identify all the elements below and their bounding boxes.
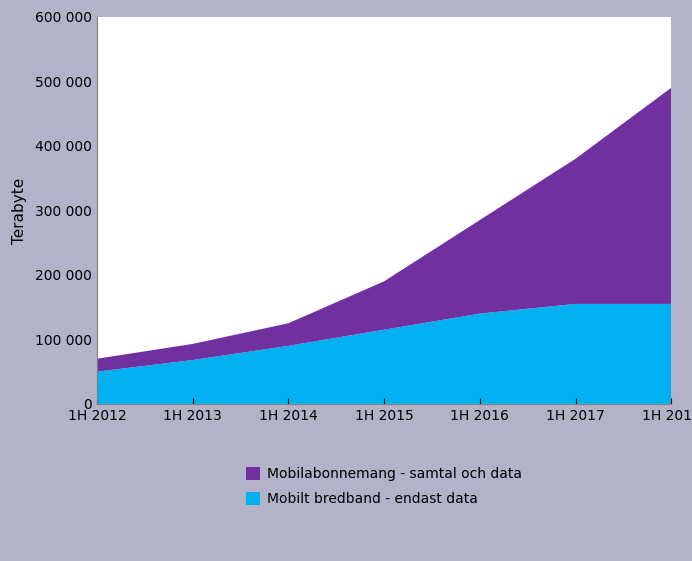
Legend: Mobilabonnemang - samtal och data, Mobilt bredband - endast data: Mobilabonnemang - samtal och data, Mobil… bbox=[239, 460, 529, 513]
Y-axis label: Terabyte: Terabyte bbox=[12, 177, 27, 243]
